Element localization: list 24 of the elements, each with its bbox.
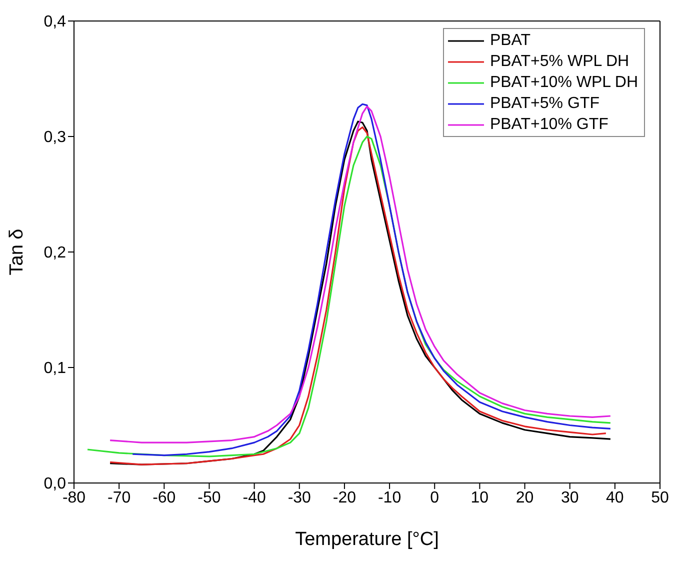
- y-tick-label: 0,3: [44, 129, 66, 146]
- x-tick-label: -50: [198, 489, 221, 506]
- x-tick-label: -20: [332, 489, 356, 506]
- x-tick-label: -40: [242, 489, 266, 506]
- y-tick-label: 0,2: [44, 244, 66, 262]
- x-tick-label: -10: [378, 489, 402, 506]
- x-tick-label: 0: [430, 489, 440, 506]
- legend-label: PBAT+5% GTF: [490, 94, 600, 114]
- y-tick-label: 0,1: [44, 360, 66, 378]
- x-tick-label: 20: [516, 489, 534, 506]
- x-tick-label: 10: [470, 489, 489, 506]
- legend-label: PBAT: [490, 31, 531, 51]
- x-tick-label: -30: [288, 489, 312, 506]
- legend-label: PBAT+10% WPL DH: [490, 73, 638, 93]
- x-tick-label: -60: [152, 489, 176, 506]
- legend-label: PBAT+10% GTF: [490, 115, 608, 135]
- y-tick-label: 0,4: [44, 14, 66, 31]
- x-tick-label: 50: [651, 489, 669, 506]
- x-tick-label: -70: [108, 489, 131, 506]
- y-axis-title: Tan δ: [6, 228, 28, 276]
- x-axis-title: Temperature [°C]: [295, 529, 439, 550]
- x-tick-label: 40: [606, 489, 624, 506]
- legend-label: PBAT+5% WPL DH: [490, 52, 630, 72]
- x-tick-label: 30: [560, 489, 579, 506]
